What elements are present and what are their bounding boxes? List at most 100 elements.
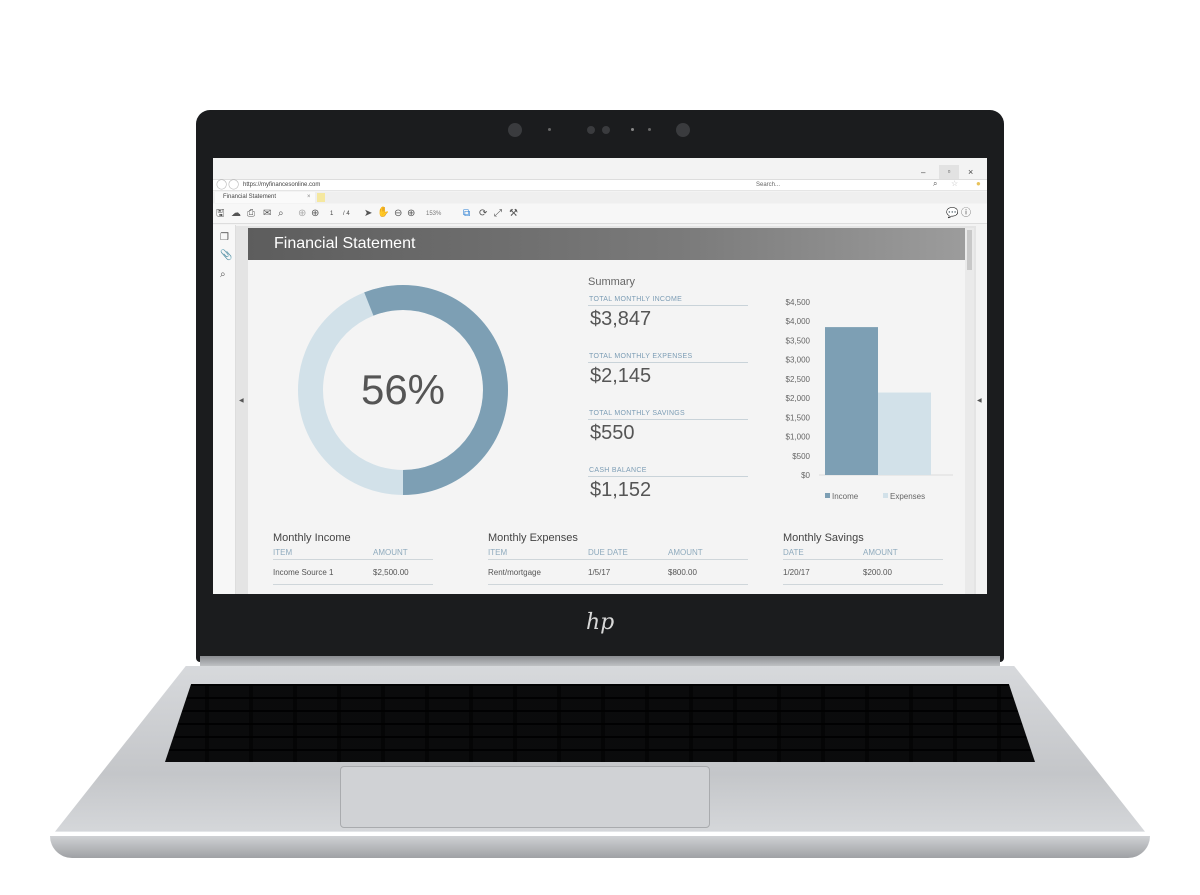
email-icon[interactable]: ✉ xyxy=(263,208,272,219)
tab-financial-statement[interactable]: Financial Statement × xyxy=(215,192,315,203)
hinge xyxy=(200,656,1000,668)
zoom-select[interactable]: 153% xyxy=(426,211,442,217)
favorites-star-icon[interactable]: ☆ xyxy=(951,179,959,188)
y-tick-label: $3,500 xyxy=(786,336,811,345)
fullscreen-icon[interactable]: ⤢ xyxy=(494,208,502,219)
collapse-right-icon[interactable]: ◀ xyxy=(977,398,982,404)
find-icon[interactable]: ⌕ xyxy=(278,208,284,219)
table-divider xyxy=(488,559,748,560)
table-divider xyxy=(783,559,943,560)
legend-label: Income xyxy=(832,492,859,501)
save-icon[interactable]: 🖫 xyxy=(216,208,225,219)
smiley-icon[interactable]: ● xyxy=(976,179,981,188)
close-button[interactable]: × xyxy=(968,167,974,177)
page-title: Financial Statement xyxy=(274,235,416,252)
url-field[interactable]: https://myfinancesonline.com xyxy=(243,182,321,188)
y-tick-label: $500 xyxy=(792,452,810,461)
search-input[interactable]: Search... xyxy=(756,182,781,188)
table-divider xyxy=(783,584,943,585)
new-tab-button[interactable] xyxy=(317,193,325,202)
y-tick-label: $2,000 xyxy=(786,394,811,403)
legend-swatch xyxy=(883,493,888,498)
summary-label: CASH BALANCE xyxy=(589,467,647,474)
page-header: Financial Statement xyxy=(248,228,965,260)
summary-label: TOTAL MONTHLY EXPENSES xyxy=(589,353,693,360)
summary-label: TOTAL MONTHLY INCOME xyxy=(589,296,683,303)
forward-icon[interactable]: ◯ xyxy=(228,179,240,190)
column-header: AMOUNT xyxy=(373,548,408,557)
pages-icon[interactable]: ❐ xyxy=(220,232,229,243)
zoom-in-icon[interactable]: ⊕ xyxy=(407,208,416,219)
y-tick-label: $3,000 xyxy=(786,356,811,365)
table-divider xyxy=(273,559,433,560)
zoom-out-icon[interactable]: ⊖ xyxy=(394,208,403,219)
fit-page-icon[interactable]: ⧉ xyxy=(463,208,471,219)
summary-value: $2,145 xyxy=(590,365,652,387)
bar-chart: $0 $500 $1,000 $1,500 $2,000 $2,500 $3,000 $3,5… xyxy=(786,298,953,501)
y-tick-label: $4,500 xyxy=(786,298,811,307)
page-total: / 4 xyxy=(343,211,350,217)
scrollbar[interactable] xyxy=(965,228,974,594)
summary-value: $3,847 xyxy=(590,308,652,330)
upload-icon[interactable]: ☁ xyxy=(231,208,241,219)
table-title-savings: Monthly Savings xyxy=(783,532,864,544)
rotate-icon[interactable]: ⟳ xyxy=(479,208,488,219)
collapse-left-icon[interactable]: ◀ xyxy=(239,398,244,404)
table-cell: Rent/mortgage xyxy=(488,568,541,577)
donut-chart xyxy=(298,285,508,495)
table-cell: $200.00 xyxy=(863,568,892,577)
back-icon[interactable]: ◯ xyxy=(216,179,228,190)
search-panel-icon[interactable]: ⌕ xyxy=(220,269,226,280)
table-title-expenses: Monthly Expenses xyxy=(488,532,578,544)
column-header: ITEM xyxy=(273,548,293,557)
table-divider xyxy=(488,584,748,585)
bar-income xyxy=(825,327,878,475)
webcam-bar xyxy=(505,123,695,137)
table-cell: 1/20/17 xyxy=(783,568,810,577)
y-tick-label: $4,000 xyxy=(786,317,811,326)
summary-value: $550 xyxy=(590,422,635,444)
column-header: AMOUNT xyxy=(863,548,898,557)
y-tick-label: $1,000 xyxy=(786,433,811,442)
tab-close-icon[interactable]: × xyxy=(307,194,311,200)
y-tick-label: $2,500 xyxy=(786,375,811,384)
summary-divider xyxy=(588,362,748,363)
table-cell: 1/5/17 xyxy=(588,568,611,577)
column-header: DATE xyxy=(783,548,804,557)
table-cell: $2,500.00 xyxy=(373,568,409,577)
help-icon[interactable]: ⓘ xyxy=(961,208,971,219)
restore-button[interactable]: ▫ xyxy=(939,165,959,179)
left-panel xyxy=(213,225,236,594)
hp-logo: hp xyxy=(586,610,615,635)
laptop-base xyxy=(50,836,1150,858)
screen: – ▫ × ◯ ◯ https://myfinancesonline.com S… xyxy=(213,158,987,594)
prev-page-icon[interactable]: ⊕ xyxy=(298,208,307,219)
search-icon[interactable]: ⌕ xyxy=(933,179,938,188)
page-number-input[interactable]: 1 xyxy=(330,211,334,217)
table-title-income: Monthly Income xyxy=(273,532,351,544)
next-page-icon[interactable]: ⊕ xyxy=(311,208,320,219)
table-cell: Income Source 1 xyxy=(273,568,334,577)
donut-filled xyxy=(298,285,508,495)
column-header: DUE DATE xyxy=(588,548,628,557)
summary-value: $1,152 xyxy=(590,479,652,501)
tab-strip xyxy=(213,192,987,203)
summary-divider xyxy=(588,476,748,477)
table-cell: $800.00 xyxy=(668,568,697,577)
hand-tool-icon[interactable]: ✋ xyxy=(377,207,390,218)
minimize-button[interactable]: – xyxy=(921,168,926,177)
column-header: ITEM xyxy=(488,548,508,557)
keyboard xyxy=(165,684,1035,762)
summary-divider xyxy=(588,419,748,420)
print-icon[interactable]: ⎙ xyxy=(247,208,255,219)
column-header: AMOUNT xyxy=(668,548,703,557)
summary-label: TOTAL MONTHLY SAVINGS xyxy=(589,410,686,417)
comment-icon[interactable]: 💬 xyxy=(946,208,959,219)
address-bar-row xyxy=(213,179,987,191)
select-cursor-icon[interactable]: ➤ xyxy=(364,208,373,219)
tools-icon[interactable]: ⚒ xyxy=(509,208,518,219)
legend-swatch xyxy=(825,493,830,498)
legend-label: Expenses xyxy=(890,492,925,501)
y-tick-label: $0 xyxy=(801,471,810,480)
attachment-icon[interactable]: 📎 xyxy=(220,250,233,261)
